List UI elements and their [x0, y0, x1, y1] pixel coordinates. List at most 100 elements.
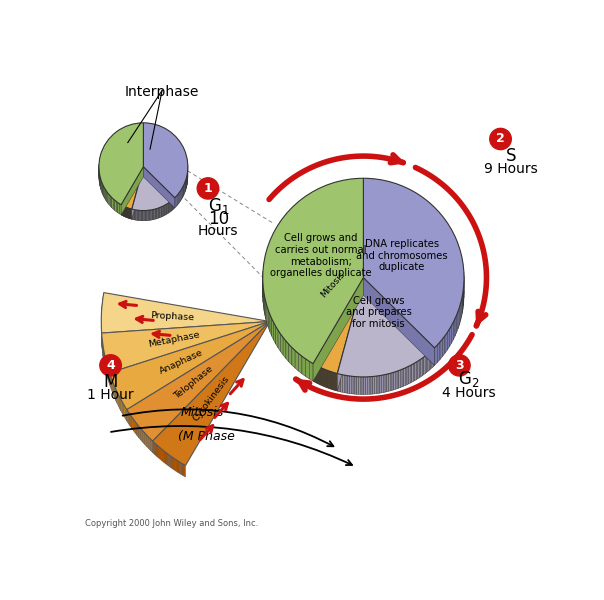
Polygon shape [272, 319, 274, 340]
Polygon shape [118, 203, 120, 214]
Polygon shape [376, 376, 378, 394]
Wedge shape [337, 278, 434, 377]
Polygon shape [152, 209, 153, 220]
Text: 4: 4 [106, 359, 115, 372]
Polygon shape [175, 196, 176, 208]
Polygon shape [355, 377, 357, 394]
Polygon shape [120, 397, 121, 411]
Polygon shape [179, 191, 181, 203]
Polygon shape [298, 353, 302, 374]
Polygon shape [445, 332, 447, 353]
Polygon shape [313, 278, 364, 381]
Polygon shape [137, 424, 139, 437]
Polygon shape [161, 206, 162, 217]
Wedge shape [263, 178, 364, 364]
Polygon shape [143, 431, 144, 445]
Polygon shape [147, 435, 149, 449]
Polygon shape [270, 314, 272, 336]
Polygon shape [169, 202, 170, 212]
Polygon shape [109, 195, 111, 206]
Polygon shape [178, 461, 181, 474]
Polygon shape [157, 208, 158, 219]
Polygon shape [171, 456, 173, 469]
Polygon shape [106, 190, 107, 202]
Polygon shape [415, 362, 416, 380]
Polygon shape [136, 210, 137, 220]
Polygon shape [159, 207, 161, 218]
Polygon shape [421, 358, 422, 377]
Polygon shape [378, 376, 380, 394]
Polygon shape [416, 361, 418, 380]
Text: Cytokinesis: Cytokinesis [191, 374, 231, 423]
Polygon shape [183, 464, 185, 477]
Polygon shape [162, 206, 163, 217]
Polygon shape [337, 278, 364, 391]
Polygon shape [182, 187, 183, 198]
Text: 1 Hour: 1 Hour [88, 388, 134, 403]
Polygon shape [101, 181, 102, 193]
Polygon shape [266, 302, 267, 324]
Polygon shape [405, 367, 407, 385]
Polygon shape [380, 375, 382, 393]
Polygon shape [111, 379, 112, 392]
Polygon shape [173, 458, 176, 471]
Polygon shape [169, 454, 171, 467]
Polygon shape [109, 373, 111, 387]
Polygon shape [141, 428, 143, 442]
Text: M: M [103, 373, 118, 391]
Polygon shape [150, 439, 153, 452]
Polygon shape [364, 278, 434, 365]
Polygon shape [434, 345, 437, 365]
Text: Copyright 2000 John Wiley and Sons, Inc.: Copyright 2000 John Wiley and Sons, Inc. [85, 520, 258, 529]
Polygon shape [171, 201, 172, 212]
Text: 2: 2 [496, 133, 505, 145]
Polygon shape [181, 188, 182, 200]
Polygon shape [289, 344, 292, 365]
Polygon shape [397, 371, 399, 389]
Polygon shape [460, 300, 461, 321]
Polygon shape [112, 197, 113, 209]
Wedge shape [143, 123, 188, 198]
Polygon shape [369, 377, 371, 394]
Polygon shape [364, 377, 365, 394]
Wedge shape [127, 322, 270, 441]
Polygon shape [400, 369, 402, 388]
Polygon shape [453, 319, 455, 340]
Polygon shape [124, 404, 125, 419]
Polygon shape [425, 355, 426, 374]
Polygon shape [364, 278, 434, 365]
Polygon shape [157, 445, 159, 458]
Polygon shape [412, 364, 413, 382]
Circle shape [197, 178, 219, 199]
Text: Cell grows
and prepares
for mitosis: Cell grows and prepares for mitosis [345, 296, 411, 329]
Polygon shape [163, 206, 164, 216]
Polygon shape [121, 167, 143, 215]
Circle shape [449, 355, 470, 376]
Wedge shape [364, 178, 464, 348]
Polygon shape [432, 349, 433, 368]
Polygon shape [437, 342, 440, 362]
Polygon shape [374, 376, 376, 394]
Polygon shape [408, 365, 410, 384]
Polygon shape [424, 356, 425, 374]
Polygon shape [133, 209, 134, 220]
Polygon shape [339, 374, 341, 392]
Polygon shape [394, 372, 396, 390]
Polygon shape [143, 211, 144, 221]
Polygon shape [108, 367, 109, 382]
Polygon shape [158, 208, 159, 218]
Polygon shape [396, 371, 397, 389]
Polygon shape [106, 362, 107, 376]
Polygon shape [365, 377, 367, 394]
Polygon shape [451, 322, 453, 343]
Polygon shape [149, 437, 150, 451]
Polygon shape [337, 374, 339, 392]
Polygon shape [344, 375, 346, 393]
Polygon shape [458, 308, 460, 329]
Polygon shape [103, 185, 104, 197]
Polygon shape [144, 211, 145, 221]
Text: Metaphase: Metaphase [147, 331, 201, 349]
Polygon shape [447, 329, 449, 350]
Polygon shape [132, 209, 133, 220]
Polygon shape [165, 205, 166, 215]
